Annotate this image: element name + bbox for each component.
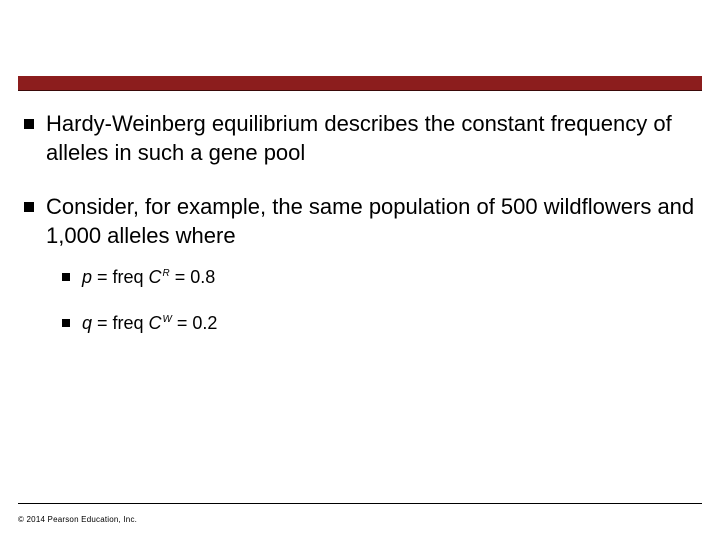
frequency-value: 0.8 bbox=[190, 267, 215, 287]
superscript-r: R bbox=[163, 268, 170, 279]
bullet-item: Hardy-Weinberg equilibrium describes the… bbox=[22, 110, 698, 167]
bullet-item: Consider, for example, the same populati… bbox=[22, 193, 698, 335]
allele-symbol: C bbox=[149, 267, 162, 287]
footer-divider bbox=[18, 503, 702, 504]
bullet-text: Consider, for example, the same populati… bbox=[46, 194, 694, 248]
content-area: Hardy-Weinberg equilibrium describes the… bbox=[22, 110, 698, 361]
equals-freq: = freq bbox=[92, 313, 149, 333]
variable-p: p bbox=[82, 267, 92, 287]
equals: = bbox=[172, 313, 193, 333]
frequency-value: 0.2 bbox=[192, 313, 217, 333]
accent-bar bbox=[18, 76, 702, 90]
bullet-text: Hardy-Weinberg equilibrium describes the… bbox=[46, 111, 672, 165]
sub-bullet-list: p = freq CR = 0.8 q = freq CW = 0.2 bbox=[46, 266, 698, 335]
allele-symbol: C bbox=[149, 313, 162, 333]
sub-bullet-item: p = freq CR = 0.8 bbox=[46, 266, 698, 289]
sub-bullet-item: q = freq CW = 0.2 bbox=[46, 312, 698, 335]
copyright-text: © 2014 Pearson Education, Inc. bbox=[18, 515, 137, 524]
variable-q: q bbox=[82, 313, 92, 333]
equals: = bbox=[170, 267, 191, 287]
slide: Hardy-Weinberg equilibrium describes the… bbox=[0, 0, 720, 540]
superscript-w: W bbox=[163, 314, 172, 325]
equals-freq: = freq bbox=[92, 267, 149, 287]
bullet-list: Hardy-Weinberg equilibrium describes the… bbox=[22, 110, 698, 335]
